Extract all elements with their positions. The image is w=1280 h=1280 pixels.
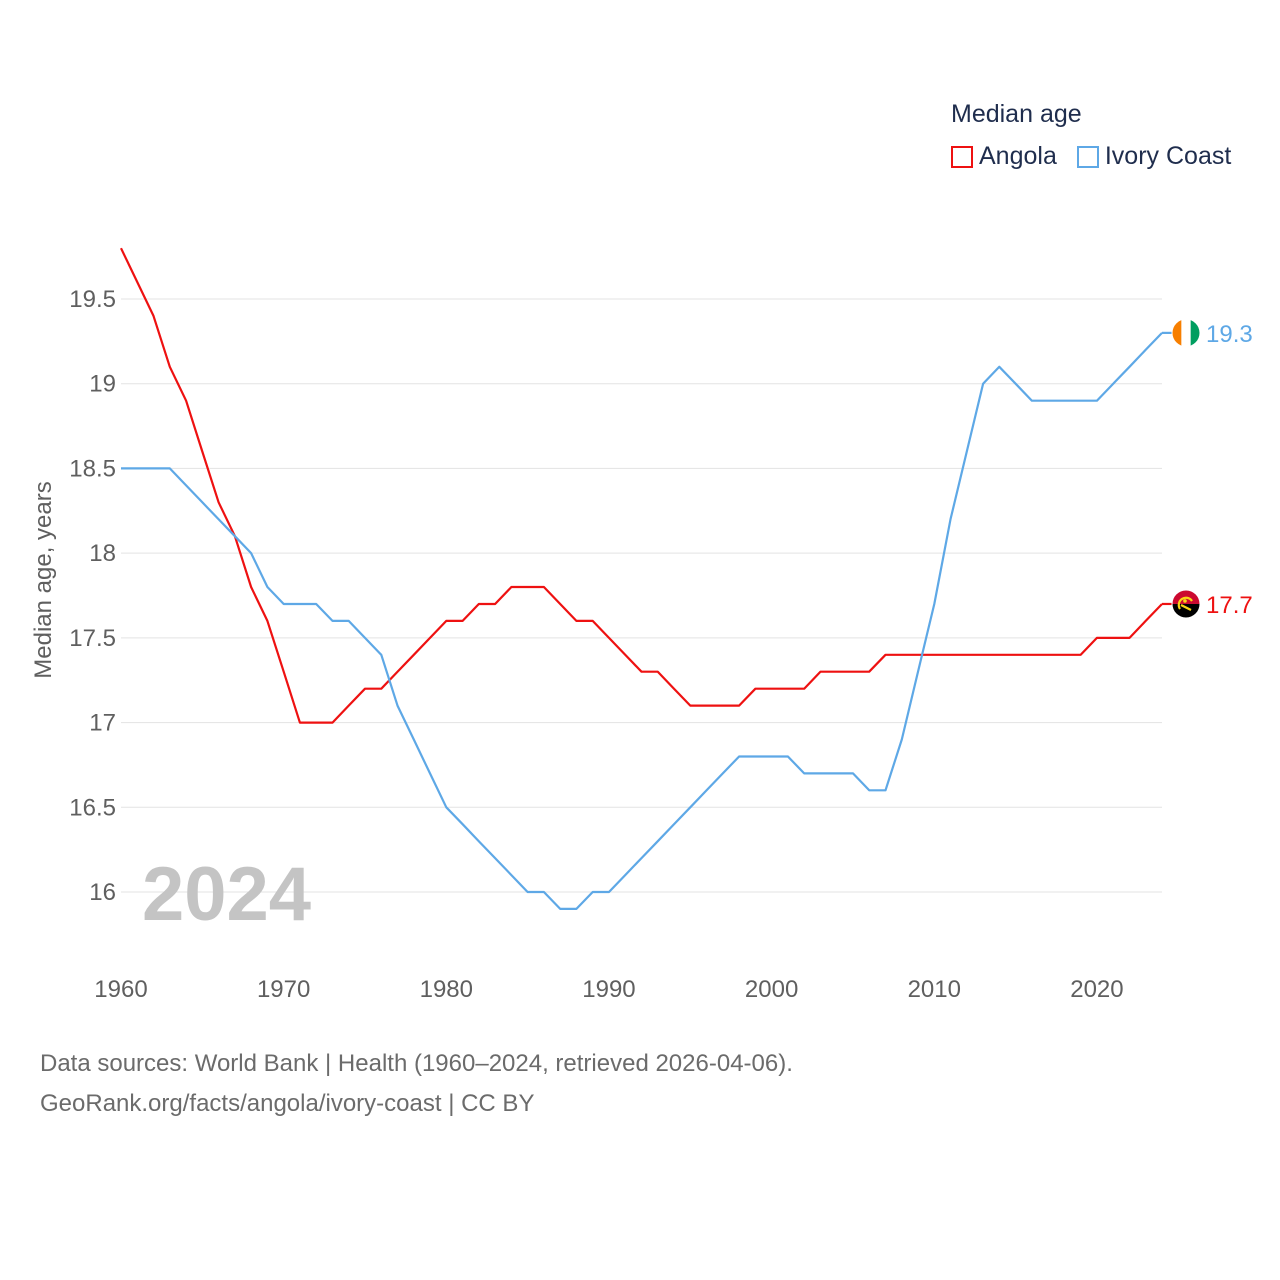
legend-label-ivory-coast: Ivory Coast [1104, 142, 1232, 170]
y-tick-label: 19 [89, 371, 116, 398]
legend-swatch-ivory-coast [1076, 145, 1099, 168]
x-tick-label: 1960 [94, 976, 147, 1003]
y-tick-label: 18.5 [69, 455, 116, 482]
legend-item-angola[interactable]: Angola [951, 142, 1057, 171]
y-tick-label: 18 [89, 540, 116, 567]
x-tick-label: 2020 [1070, 976, 1123, 1003]
y-axis-ticks: 16 16.5 17 17.5 18 18.5 19 19.5 [69, 286, 116, 906]
y-tick-label: 16.5 [69, 794, 116, 821]
series-group [120, 247, 1163, 911]
y-axis-label: Median age, years [30, 481, 57, 678]
x-tick-label: 1980 [420, 976, 473, 1003]
gridlines [121, 298, 1162, 893]
series-line-angola[interactable] [120, 247, 1163, 724]
end-markers: 17.7 19.3 [1162, 318, 1253, 619]
year-watermark: 2024 [142, 852, 311, 937]
ivory-coast-flag-icon [1171, 318, 1201, 348]
y-tick-label: 17 [89, 710, 116, 737]
x-tick-label: 1970 [257, 976, 310, 1003]
x-tick-label: 2010 [908, 976, 961, 1003]
x-axis-ticks: 1960 1970 1980 1990 2000 2010 2020 [94, 976, 1123, 1003]
attribution-link[interactable]: GeoRank.org/facts/angola/ivory-coast | C… [40, 1090, 535, 1117]
legend-item-ivory-coast[interactable]: Ivory Coast [1076, 142, 1232, 171]
angola-flag-icon [1171, 589, 1201, 619]
x-tick-label: 1990 [582, 976, 635, 1003]
x-tick-label: 2000 [745, 976, 798, 1003]
source-footer: Data sources: World Bank | Health (1960–… [40, 1044, 793, 1124]
end-value-label-angola: 17.7 [1206, 592, 1253, 619]
y-tick-label: 16 [89, 879, 116, 906]
series-line-ivory-coast[interactable] [121, 332, 1163, 911]
y-tick-label: 17.5 [69, 625, 116, 652]
end-value-label-ivory-coast: 19.3 [1206, 321, 1253, 348]
legend-label-angola: Angola [979, 142, 1057, 170]
y-tick-label: 19.5 [69, 286, 116, 313]
source-line: Data sources: World Bank | Health (1960–… [40, 1050, 793, 1077]
legend: Angola Ivory Coast [951, 142, 1251, 171]
legend-title: Median age [951, 100, 1082, 128]
legend-swatch-angola [951, 145, 973, 168]
